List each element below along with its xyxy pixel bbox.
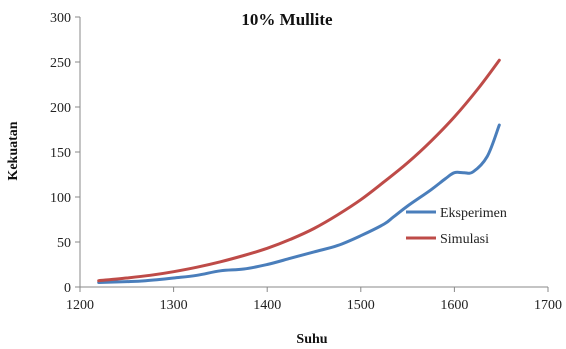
series-line-simulasi [97, 58, 501, 283]
x-axis-title: Suhu [296, 332, 327, 347]
y-axis-ticks: 0 50 100 150 200 250 300 [50, 11, 80, 296]
y-tick-label: 250 [50, 56, 71, 71]
legend-label-eksperimen: Eksperimen [440, 206, 507, 221]
legend-label-simulasi: Simulasi [440, 232, 489, 247]
y-tick-label: 200 [50, 101, 71, 116]
x-tick-label: 1500 [347, 298, 375, 313]
x-tick-label: 1200 [66, 298, 94, 313]
y-tick-label: 0 [64, 281, 71, 296]
y-tick-label: 150 [50, 146, 71, 161]
legend: Eksperimen Simulasi [406, 206, 507, 247]
x-tick-label: 1600 [440, 298, 468, 313]
x-tick-label: 1700 [534, 298, 562, 313]
y-tick-label: 50 [57, 236, 71, 251]
y-axis-title: Kekuatan [6, 121, 21, 180]
y-tick-label: 300 [50, 11, 71, 26]
x-tick-label: 1300 [160, 298, 188, 313]
chart-title: 10% Mullite [241, 10, 333, 29]
x-axis-ticks: 1200 1300 1400 1500 1600 1700 [66, 287, 562, 313]
y-tick-label: 100 [50, 191, 71, 206]
x-tick-label: 1400 [253, 298, 281, 313]
series-layer [97, 58, 501, 284]
series-line-eksperimen [97, 123, 501, 284]
